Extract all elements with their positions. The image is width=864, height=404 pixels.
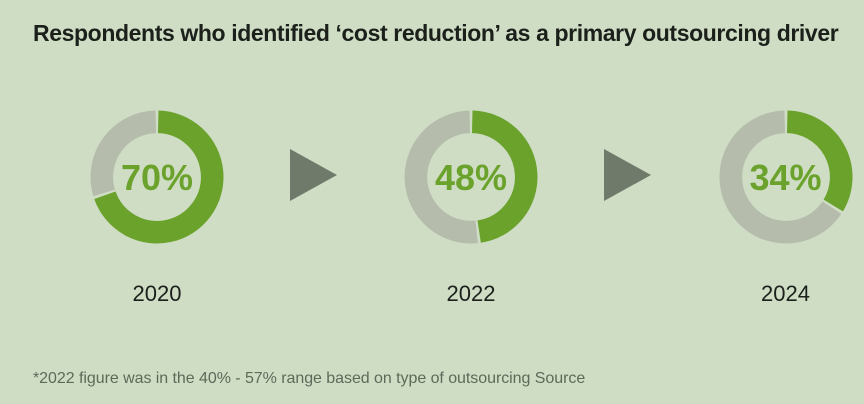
donut-chart: 34%	[719, 110, 852, 244]
donut-value-label: 34%	[749, 157, 822, 198]
donut-year-label: 2024	[761, 281, 810, 306]
donut-remainder-arc	[90, 110, 157, 197]
donut-chart: 48%	[404, 110, 538, 244]
donut-year-label: 2022	[446, 281, 496, 306]
donut-ring	[404, 110, 538, 244]
right-arrow-shape	[603, 149, 651, 201]
donut-remainder-arc	[719, 110, 841, 244]
footnote-text: *2022 figure was in the 40% - 57% range …	[33, 370, 586, 387]
chart-title: Respondents who identified ‘cost reducti…	[33, 20, 839, 46]
donut-value-label: 70%	[120, 157, 194, 198]
donut-ring	[90, 110, 224, 244]
donut-value-arc	[785, 110, 852, 212]
donut-chart: 70%	[90, 110, 224, 244]
right-arrow-graphic	[289, 149, 337, 201]
right-arrow-icon	[289, 149, 337, 201]
donut-value-label: 48%	[434, 157, 508, 198]
donut-remainder-arc	[404, 110, 478, 244]
right-arrow-icon	[603, 149, 651, 201]
donut-value-arc	[94, 110, 224, 244]
donut-year-label: 2020	[132, 281, 182, 306]
donut-value-arc	[471, 110, 538, 243]
right-arrow-shape	[289, 149, 337, 201]
right-arrow-graphic	[603, 149, 651, 201]
donut-ring	[719, 110, 852, 244]
